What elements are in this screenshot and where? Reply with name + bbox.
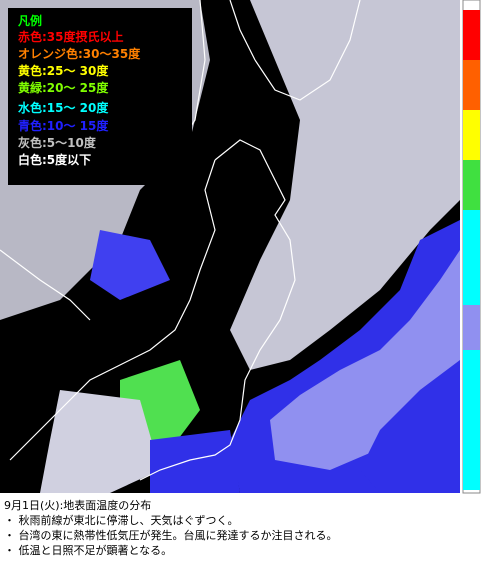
color-bar-segment (463, 110, 480, 160)
coast-peninsula (0, 249, 91, 321)
coast-hokkaido-west (229, 0, 256, 61)
caption-bullet: ・ 秋雨前線が東北に停滞し、天気はぐずつく。 (4, 514, 239, 527)
map (0, 0, 481, 494)
color-bar-segment (463, 350, 480, 490)
caption: 9月1日(火):地表面温度の分布 ・ 秋雨前線が東北に停滞し、天気はぐずつく。・… (4, 498, 338, 558)
legend-item: 灰色:5〜10度 (18, 136, 96, 150)
caption-title: 9月1日(火):地表面温度の分布 (4, 499, 152, 512)
caption-bullet: ・ 台湾の東に熱帯性低気圧が発生。台風に発達するか注目される。 (4, 529, 338, 542)
color-bar (462, 0, 481, 494)
coast-hokkaido (254, 0, 361, 101)
cloud-blue (90, 230, 170, 300)
legend-item: 青色:10〜 15度 (18, 119, 109, 133)
legend-item: 白色:5度以下 (18, 153, 92, 167)
legend-item: 赤色:35度摂氏以上 (18, 30, 124, 44)
legend-item: 黄緑:20〜 25度 (18, 81, 109, 95)
legend-item: 水色:15〜 20度 (18, 101, 109, 115)
caption-bullet: ・ 低温と日照不足が顕著となる。 (4, 544, 173, 557)
coastline (0, 0, 361, 481)
color-bar-segment (463, 160, 480, 210)
color-bar-segment (463, 210, 480, 305)
legend-title: 凡例 (18, 14, 43, 28)
legend-item: オレンジ色:30〜35度 (18, 47, 141, 61)
legend-item: 黄色:25〜 30度 (18, 64, 109, 78)
color-bar-segment (463, 60, 480, 110)
coast-japan-sea (9, 159, 216, 461)
legend: 凡例 赤色:35度摂氏以上オレンジ色:30〜35度 黄色:25〜 30度 黄緑:20… (8, 8, 192, 185)
cloud (40, 390, 160, 493)
color-bar-segment (463, 10, 480, 60)
color-bar-segment (463, 305, 480, 350)
coast-pacific (139, 139, 296, 481)
cloud-blue (360, 360, 460, 493)
cloud (230, 0, 460, 370)
cloud-blue (150, 430, 240, 493)
